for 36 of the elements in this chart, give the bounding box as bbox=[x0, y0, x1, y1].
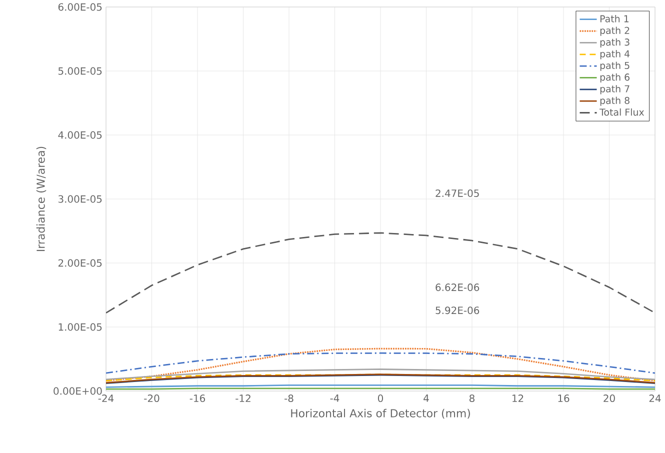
legend-label: path 3 bbox=[600, 38, 630, 48]
annotation: 2.47E-05 bbox=[436, 189, 479, 198]
legend-label: path 4 bbox=[600, 50, 630, 60]
line-series bbox=[106, 352, 655, 374]
x-tick-label: -12 bbox=[236, 394, 250, 402]
x-tick-label: -20 bbox=[144, 394, 160, 402]
legend-label: path 6 bbox=[600, 73, 630, 83]
x-tick-label: 20 bbox=[604, 394, 615, 402]
y-tick-label: 0.00E+00 bbox=[54, 387, 102, 395]
y-tick-label: 4.00E-05 bbox=[58, 131, 102, 139]
legend-label: path 8 bbox=[600, 96, 630, 106]
legend-label: path 2 bbox=[600, 26, 630, 36]
y-tick-label: 5.00E-05 bbox=[58, 67, 102, 75]
x-tick-label: 0 bbox=[378, 394, 384, 402]
x-tick-label: -24 bbox=[98, 394, 114, 402]
y-tick-label: 2.00E-05 bbox=[58, 259, 102, 267]
y-tick-label: 6.00E-05 bbox=[58, 3, 102, 11]
x-axis-title: Horizontal Axis of Detector (mm) bbox=[291, 408, 470, 419]
x-tick-label: 16 bbox=[558, 394, 570, 402]
y-axis-title: Irradiance (W/area) bbox=[36, 146, 46, 252]
legend-label: Total Flux bbox=[600, 108, 644, 116]
y-tick-label: 3.00E-05 bbox=[58, 195, 102, 203]
x-tick-label: 8 bbox=[470, 394, 474, 402]
x-tick-label: -4 bbox=[330, 394, 340, 402]
x-tick-label: -16 bbox=[190, 394, 206, 402]
line-series bbox=[106, 232, 655, 314]
legend-label: path 5 bbox=[600, 62, 630, 71]
x-tick-label: 24 bbox=[649, 394, 661, 402]
y-tick-label: 1.00E-05 bbox=[58, 323, 102, 331]
x-tick-label: -8 bbox=[284, 394, 294, 402]
legend-label: Path 1 bbox=[600, 15, 628, 22]
x-tick-label: 4 bbox=[424, 394, 429, 402]
x-tick-label: 12 bbox=[512, 394, 524, 402]
legend-label: path 7 bbox=[600, 85, 630, 94]
annotation: 6.62E-06 bbox=[436, 284, 480, 292]
annotation: 5.92E-06 bbox=[436, 306, 480, 314]
